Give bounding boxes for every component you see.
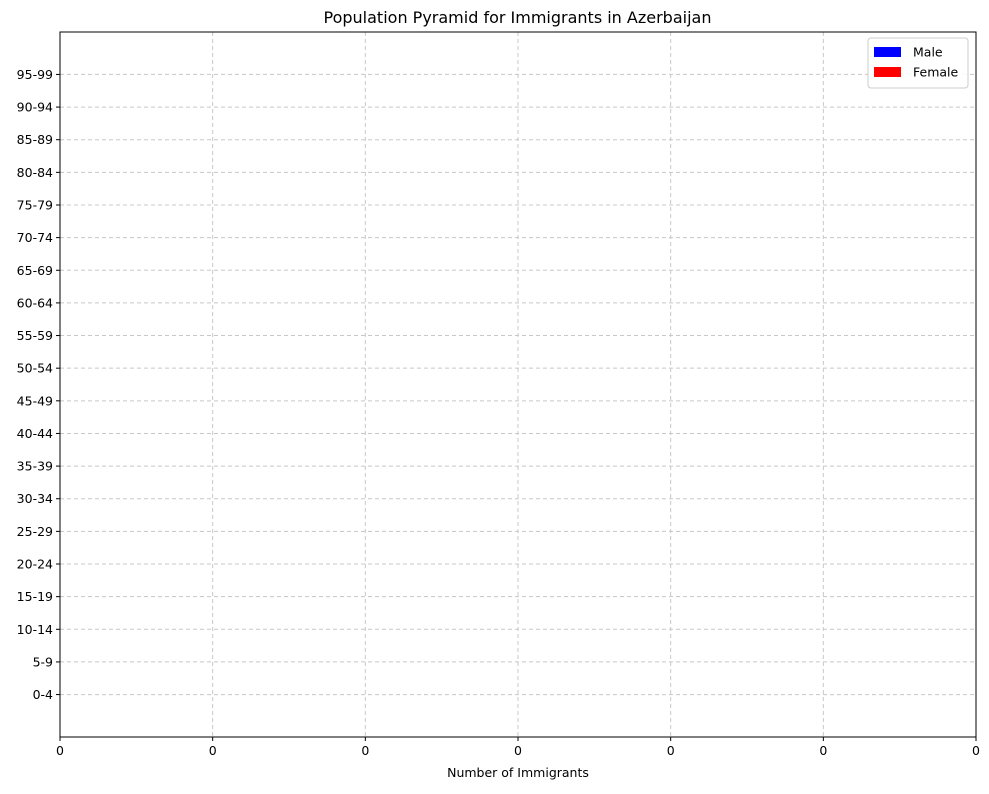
x-tick-label: 0 xyxy=(209,743,217,758)
legend-swatch-male xyxy=(874,47,901,57)
x-tick-label: 0 xyxy=(667,743,675,758)
y-tick-label: 80-84 xyxy=(17,165,53,180)
y-tick-label: 75-79 xyxy=(17,197,53,212)
x-tick-label: 0 xyxy=(361,743,369,758)
y-tick-label: 45-49 xyxy=(17,393,53,408)
x-axis-ticks: 0 0 0 0 0 0 0 xyxy=(56,737,980,758)
y-tick-label: 85-89 xyxy=(17,132,53,147)
x-axis-label: Number of Immigrants xyxy=(447,765,589,780)
legend-label-female: Female xyxy=(913,65,959,80)
legend-swatch-female xyxy=(874,67,901,77)
y-tick-label: 50-54 xyxy=(17,361,53,376)
y-tick-label: 90-94 xyxy=(17,100,53,115)
x-tick-label: 0 xyxy=(56,743,64,758)
legend: Male Female xyxy=(867,37,969,89)
y-tick-label: 10-14 xyxy=(17,622,53,637)
y-tick-label: 55-59 xyxy=(17,328,53,343)
x-tick-label: 0 xyxy=(972,743,980,758)
y-tick-label: 5-9 xyxy=(33,654,53,669)
y-tick-label: 40-44 xyxy=(17,426,53,441)
x-tick-label: 0 xyxy=(514,743,522,758)
y-tick-label: 15-19 xyxy=(17,589,53,604)
y-tick-label: 95-99 xyxy=(17,67,53,82)
y-tick-label: 60-64 xyxy=(17,295,53,310)
y-tick-label: 25-29 xyxy=(17,524,53,539)
y-tick-label: 0-4 xyxy=(33,687,53,702)
y-tick-label: 30-34 xyxy=(17,491,53,506)
legend-label-male: Male xyxy=(913,45,943,60)
y-tick-label: 35-39 xyxy=(17,459,53,474)
y-tick-label: 65-69 xyxy=(17,263,53,278)
x-tick-label: 0 xyxy=(819,743,827,758)
chart-title: Population Pyramid for Immigrants in Aze… xyxy=(324,8,712,27)
y-tick-label: 20-24 xyxy=(17,557,53,572)
y-tick-label: 70-74 xyxy=(17,230,53,245)
y-axis-ticks: 0-4 5-9 10-14 15-19 20-24 25-29 30-34 35-39 40-4… xyxy=(17,67,60,702)
